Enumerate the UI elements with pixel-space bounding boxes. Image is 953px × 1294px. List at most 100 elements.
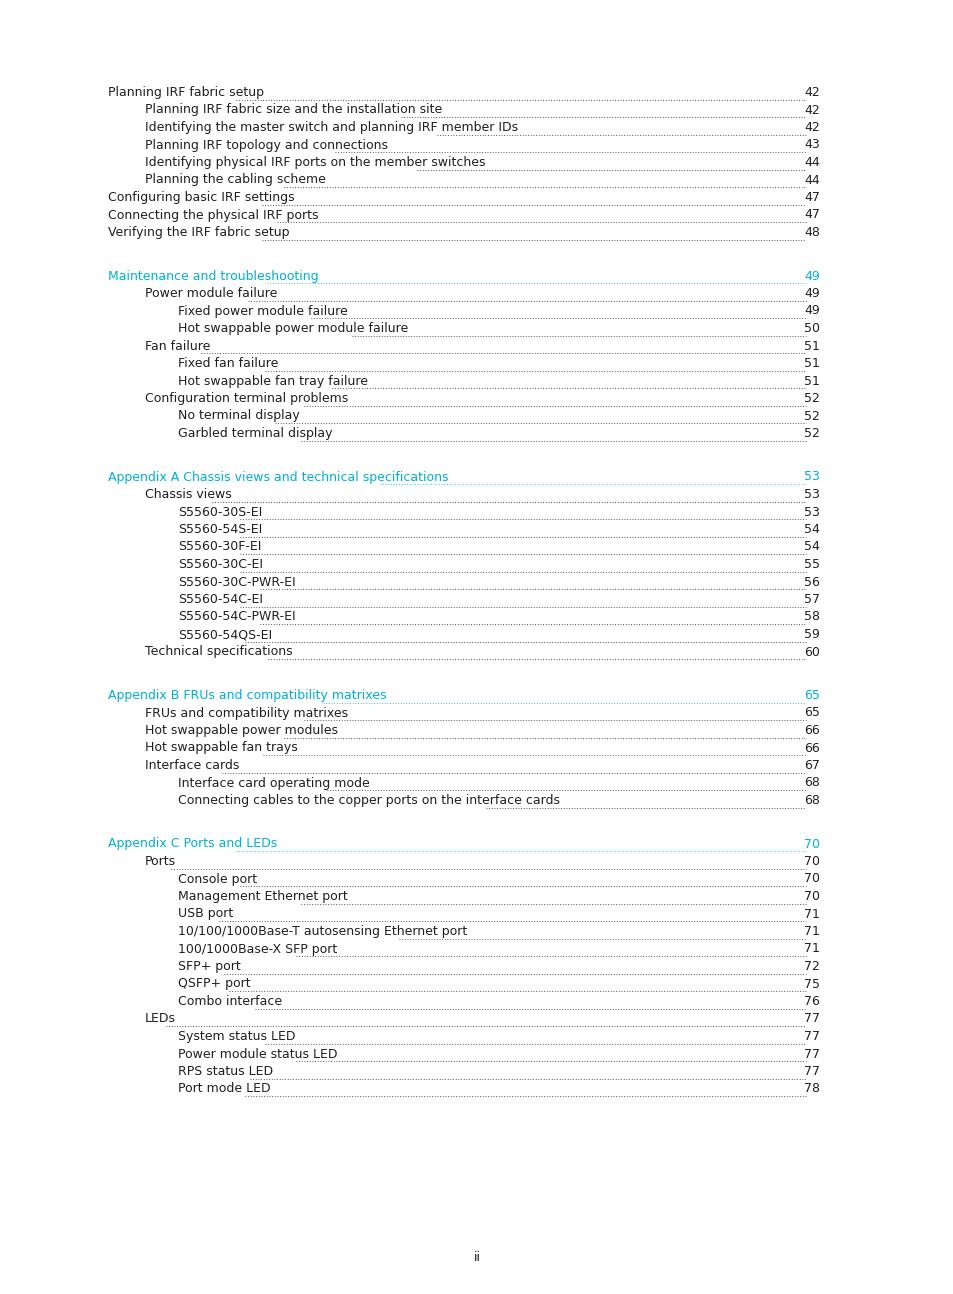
Text: Connecting the physical IRF ports: Connecting the physical IRF ports	[108, 208, 318, 221]
Text: 66: 66	[803, 725, 820, 738]
Text: S5560-30S-EI: S5560-30S-EI	[178, 506, 262, 519]
Text: 54: 54	[803, 541, 820, 554]
Text: 72: 72	[803, 960, 820, 973]
Text: Fan failure: Fan failure	[145, 339, 211, 352]
Text: 65: 65	[803, 688, 820, 703]
Text: Interface cards: Interface cards	[145, 760, 239, 773]
Text: 75: 75	[803, 977, 820, 990]
Text: Appendix C Ports and LEDs: Appendix C Ports and LEDs	[108, 837, 277, 850]
Text: 48: 48	[803, 226, 820, 239]
Text: 58: 58	[803, 611, 820, 624]
Text: Port mode LED: Port mode LED	[178, 1083, 271, 1096]
Text: ii: ii	[473, 1251, 480, 1264]
Text: 56: 56	[803, 576, 820, 589]
Text: S5560-30C-EI: S5560-30C-EI	[178, 558, 263, 571]
Text: Power module failure: Power module failure	[145, 287, 277, 300]
Text: Hot swappable fan trays: Hot swappable fan trays	[145, 741, 297, 754]
Text: 42: 42	[803, 104, 820, 116]
Text: 70: 70	[803, 855, 820, 868]
Text: 52: 52	[803, 427, 820, 440]
Text: Combo interface: Combo interface	[178, 995, 282, 1008]
Text: 42: 42	[803, 85, 820, 100]
Text: 53: 53	[803, 471, 820, 484]
Text: 68: 68	[803, 795, 820, 807]
Text: Configuration terminal problems: Configuration terminal problems	[145, 392, 348, 405]
Text: 54: 54	[803, 523, 820, 536]
Text: 71: 71	[803, 925, 820, 938]
Text: 55: 55	[803, 558, 820, 571]
Text: 52: 52	[803, 392, 820, 405]
Text: S5560-54C-PWR-EI: S5560-54C-PWR-EI	[178, 611, 295, 624]
Text: 60: 60	[803, 646, 820, 659]
Text: 77: 77	[803, 1048, 820, 1061]
Text: Appendix B FRUs and compatibility matrixes: Appendix B FRUs and compatibility matrix…	[108, 688, 386, 703]
Text: 67: 67	[803, 760, 820, 773]
Text: 76: 76	[803, 995, 820, 1008]
Text: 71: 71	[803, 942, 820, 955]
Text: Verifying the IRF fabric setup: Verifying the IRF fabric setup	[108, 226, 289, 239]
Text: 66: 66	[803, 741, 820, 754]
Text: 51: 51	[803, 374, 820, 387]
Text: SFP+ port: SFP+ port	[178, 960, 240, 973]
Text: 49: 49	[803, 304, 820, 317]
Text: 100/1000Base-X SFP port: 100/1000Base-X SFP port	[178, 942, 337, 955]
Text: System status LED: System status LED	[178, 1030, 295, 1043]
Text: 70: 70	[803, 890, 820, 903]
Text: Identifying physical IRF ports on the member switches: Identifying physical IRF ports on the me…	[145, 157, 485, 170]
Text: 70: 70	[803, 872, 820, 885]
Text: Identifying the master switch and planning IRF member IDs: Identifying the master switch and planni…	[145, 122, 517, 135]
Text: Fixed fan failure: Fixed fan failure	[178, 357, 278, 370]
Text: S5560-30C-PWR-EI: S5560-30C-PWR-EI	[178, 576, 295, 589]
Text: QSFP+ port: QSFP+ port	[178, 977, 251, 990]
Text: Planning IRF topology and connections: Planning IRF topology and connections	[145, 138, 388, 151]
Text: 49: 49	[803, 287, 820, 300]
Text: 77: 77	[803, 1030, 820, 1043]
Text: 65: 65	[803, 707, 820, 719]
Text: Planning IRF fabric setup: Planning IRF fabric setup	[108, 85, 264, 100]
Text: Connecting cables to the copper ports on the interface cards: Connecting cables to the copper ports on…	[178, 795, 559, 807]
Text: 51: 51	[803, 339, 820, 352]
Text: 68: 68	[803, 776, 820, 789]
Text: 51: 51	[803, 357, 820, 370]
Text: Ports: Ports	[145, 855, 176, 868]
Text: 77: 77	[803, 1065, 820, 1078]
Text: Configuring basic IRF settings: Configuring basic IRF settings	[108, 192, 294, 204]
Text: Maintenance and troubleshooting: Maintenance and troubleshooting	[108, 269, 318, 282]
Text: Technical specifications: Technical specifications	[145, 646, 293, 659]
Text: Management Ethernet port: Management Ethernet port	[178, 890, 348, 903]
Text: Hot swappable fan tray failure: Hot swappable fan tray failure	[178, 374, 368, 387]
Text: 47: 47	[803, 192, 820, 204]
Text: 50: 50	[803, 322, 820, 335]
Text: Chassis views: Chassis views	[145, 488, 232, 501]
Text: Interface card operating mode: Interface card operating mode	[178, 776, 370, 789]
Text: 53: 53	[803, 506, 820, 519]
Text: 71: 71	[803, 907, 820, 920]
Text: Fixed power module failure: Fixed power module failure	[178, 304, 348, 317]
Text: 42: 42	[803, 122, 820, 135]
Text: FRUs and compatibility matrixes: FRUs and compatibility matrixes	[145, 707, 348, 719]
Text: Power module status LED: Power module status LED	[178, 1048, 337, 1061]
Text: Garbled terminal display: Garbled terminal display	[178, 427, 333, 440]
Text: 59: 59	[803, 628, 820, 641]
Text: 78: 78	[803, 1083, 820, 1096]
Text: Appendix A Chassis views and technical specifications: Appendix A Chassis views and technical s…	[108, 471, 448, 484]
Text: 77: 77	[803, 1012, 820, 1026]
Text: USB port: USB port	[178, 907, 233, 920]
Text: S5560-54S-EI: S5560-54S-EI	[178, 523, 262, 536]
Text: 52: 52	[803, 409, 820, 423]
Text: 10/100/1000Base-T autosensing Ethernet port: 10/100/1000Base-T autosensing Ethernet p…	[178, 925, 467, 938]
Text: 53: 53	[803, 488, 820, 501]
Text: 49: 49	[803, 269, 820, 282]
Text: 70: 70	[803, 837, 820, 850]
Text: S5560-54C-EI: S5560-54C-EI	[178, 593, 263, 606]
Text: S5560-54QS-EI: S5560-54QS-EI	[178, 628, 272, 641]
Text: LEDs: LEDs	[145, 1012, 175, 1026]
Text: Planning the cabling scheme: Planning the cabling scheme	[145, 173, 326, 186]
Text: No terminal display: No terminal display	[178, 409, 299, 423]
Text: RPS status LED: RPS status LED	[178, 1065, 273, 1078]
Text: Hot swappable power modules: Hot swappable power modules	[145, 725, 337, 738]
Text: 43: 43	[803, 138, 820, 151]
Text: 44: 44	[803, 157, 820, 170]
Text: Console port: Console port	[178, 872, 257, 885]
Text: 57: 57	[803, 593, 820, 606]
